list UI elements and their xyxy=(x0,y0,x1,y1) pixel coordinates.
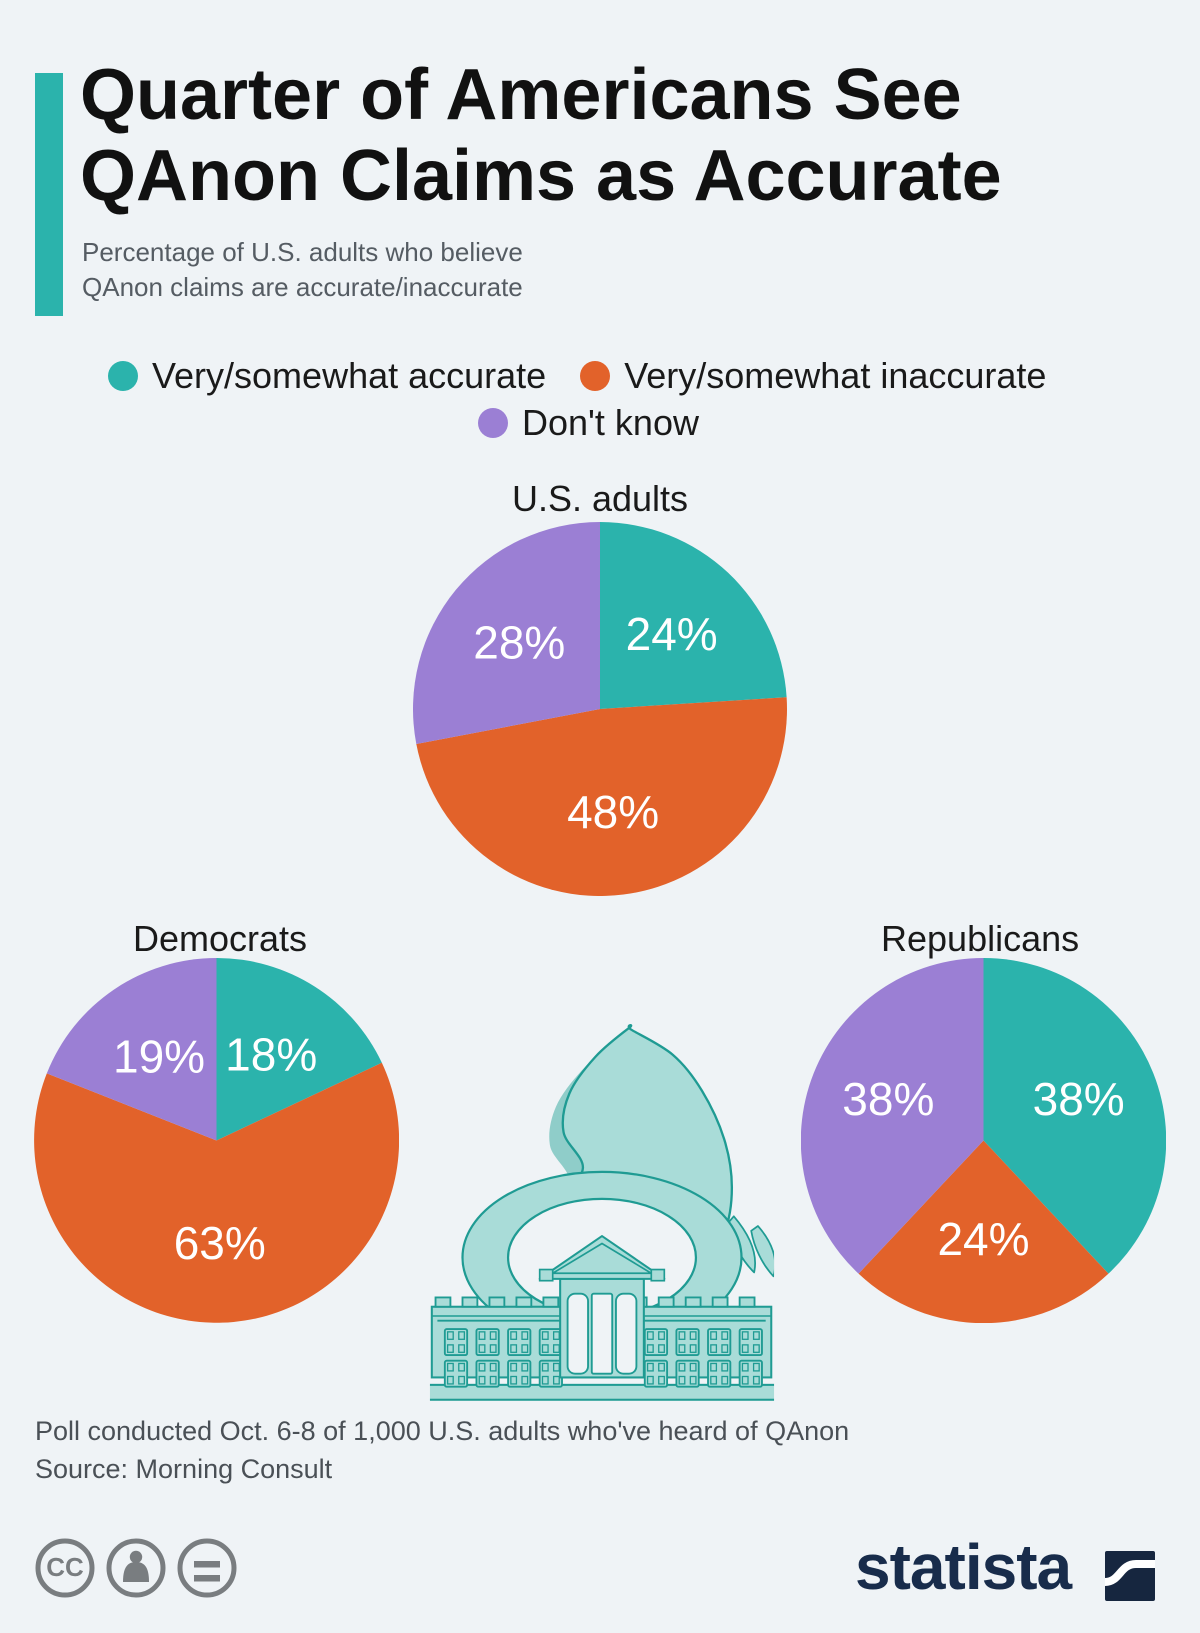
svg-text:CC: CC xyxy=(46,1552,84,1582)
svg-text:28%: 28% xyxy=(473,616,565,668)
svg-text:38%: 38% xyxy=(842,1073,934,1125)
svg-text:63%: 63% xyxy=(174,1217,266,1269)
svg-text:18%: 18% xyxy=(225,1029,317,1081)
svg-text:38%: 38% xyxy=(1033,1073,1125,1125)
svg-text:statista: statista xyxy=(855,1542,1073,1602)
svg-text:24%: 24% xyxy=(626,608,718,660)
svg-text:19%: 19% xyxy=(113,1030,205,1082)
svg-text:48%: 48% xyxy=(567,786,659,838)
svg-text:24%: 24% xyxy=(937,1213,1029,1265)
